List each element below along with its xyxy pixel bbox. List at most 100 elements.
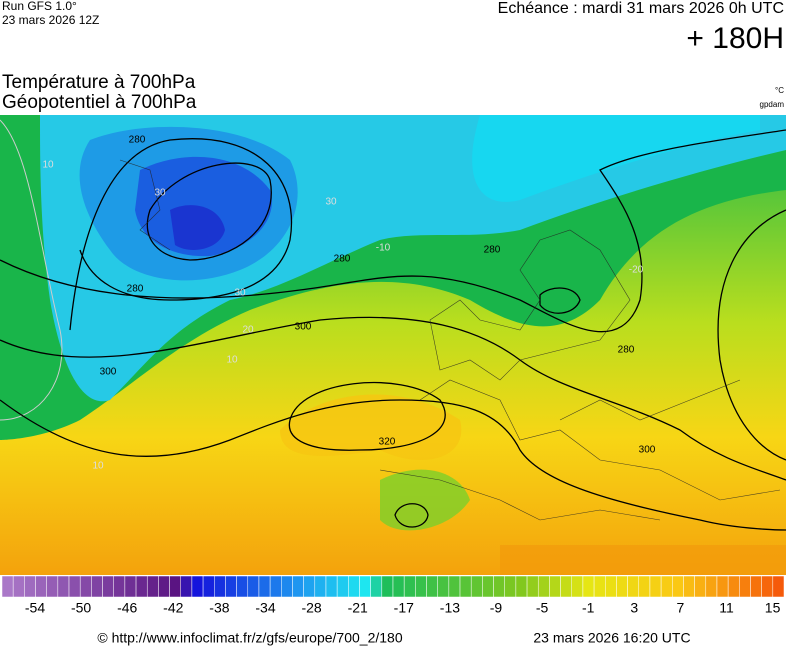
contour-label: 280 bbox=[129, 135, 146, 146]
contour-label: 320 bbox=[379, 437, 396, 448]
colorbar-swatch bbox=[169, 575, 181, 598]
colorbar-swatch bbox=[515, 575, 528, 598]
contour-label: 10 bbox=[92, 461, 104, 472]
colorbar-label: 11 bbox=[719, 600, 734, 616]
colorbar-swatch bbox=[403, 575, 416, 598]
source: © http://www.infoclimat.fr/z/gfs/europe/… bbox=[97, 630, 402, 646]
colorbar-label: 15 bbox=[765, 600, 781, 616]
map: 280 280 280 280 280 300 300 300 320 30 30 30 20 10 10 1… bbox=[0, 115, 786, 575]
contour-label: 10 bbox=[42, 160, 54, 171]
colorbar-swatch bbox=[549, 575, 561, 598]
colorbar-label: -17 bbox=[394, 600, 414, 616]
colorbar-swatch bbox=[158, 575, 170, 598]
run-date: 23 mars 2026 12Z bbox=[2, 13, 99, 27]
colorbar-swatch bbox=[236, 575, 249, 598]
colorbar-swatch bbox=[214, 575, 226, 598]
colorbar-swatch bbox=[772, 575, 785, 598]
colorbar-swatch bbox=[750, 575, 762, 598]
contour-label: -10 bbox=[376, 243, 391, 254]
title-geo: Géopotentiel à 700hPa bbox=[2, 92, 197, 113]
colorbar-swatch bbox=[437, 575, 450, 598]
title-temp: Température à 700hPa bbox=[2, 72, 196, 93]
colorbar-label: -46 bbox=[117, 600, 137, 616]
colorbar-swatch bbox=[113, 575, 126, 598]
colorbar-swatch bbox=[292, 575, 304, 598]
colorbar-swatch bbox=[593, 575, 606, 598]
timestamp: 23 mars 2026 16:20 UTC bbox=[533, 630, 690, 646]
colorbar-swatch bbox=[336, 575, 349, 598]
contour-label: 280 bbox=[334, 254, 351, 265]
contour-label: 280 bbox=[484, 245, 501, 256]
colorbar-swatch bbox=[694, 575, 707, 598]
colorbar-swatch bbox=[12, 575, 25, 598]
colorbar-swatch bbox=[660, 575, 673, 598]
colorbar-swatch bbox=[146, 575, 159, 598]
colorbar-swatch bbox=[124, 575, 137, 598]
colorbar-swatch bbox=[180, 575, 193, 598]
colorbar-swatch bbox=[504, 575, 517, 598]
colorbar-swatch bbox=[303, 575, 316, 598]
colorbar-swatch bbox=[560, 575, 572, 598]
colorbar-label: -54 bbox=[25, 600, 45, 616]
colorbar-swatch bbox=[191, 575, 204, 598]
colorbar-label: -50 bbox=[71, 600, 91, 616]
contour-label: 30 bbox=[325, 197, 337, 208]
contour-label: 300 bbox=[295, 322, 312, 333]
colorbar-swatch bbox=[35, 575, 47, 598]
colorbar-swatch bbox=[325, 575, 338, 598]
colorbar-swatch bbox=[493, 575, 505, 598]
colorbar-swatch bbox=[683, 575, 695, 598]
unit-temp: °C bbox=[775, 86, 784, 95]
colorbar-label: -1 bbox=[582, 600, 595, 616]
contour-label: 300 bbox=[100, 367, 117, 378]
colorbar-swatch bbox=[761, 575, 774, 598]
colorbar-label: -9 bbox=[490, 600, 503, 616]
colorbar-swatch bbox=[638, 575, 651, 598]
colorbar-swatch bbox=[571, 575, 584, 598]
colorbar-swatch bbox=[68, 575, 81, 598]
echeance: Echéance : mardi 31 mars 2026 0h UTC bbox=[498, 0, 784, 17]
colorbar-swatch bbox=[281, 575, 293, 598]
colorbar-swatch bbox=[537, 575, 550, 598]
contour-label: 10 bbox=[226, 355, 238, 366]
contour-label: 30 bbox=[234, 288, 246, 299]
colorbar-swatch bbox=[24, 575, 36, 598]
colorbar-swatch bbox=[359, 575, 371, 598]
colorbar-swatch bbox=[459, 575, 472, 598]
colorbar-label: -34 bbox=[255, 600, 275, 616]
colorbar-swatch bbox=[448, 575, 461, 598]
contour-label: 300 bbox=[639, 445, 656, 456]
colorbar-label: -5 bbox=[536, 600, 549, 616]
colorbar-swatch bbox=[482, 575, 494, 598]
colorbar-swatch bbox=[370, 575, 383, 598]
contour-label: -20 bbox=[629, 265, 644, 276]
colorbar-swatch bbox=[258, 575, 271, 598]
lead-time: + 180H bbox=[686, 22, 784, 55]
contour-label: 20 bbox=[242, 325, 254, 336]
contour-label: 280 bbox=[618, 345, 635, 356]
colorbar-swatch bbox=[605, 575, 617, 598]
colorbar-label: -13 bbox=[440, 600, 460, 616]
colorbar-swatch bbox=[415, 575, 427, 598]
colorbar-swatch bbox=[102, 575, 114, 598]
colorbar: -54 -50 -46 -42 -38 -34 -28 -21 -17 -13 -9 -5 -1 3 7 11… bbox=[1, 575, 785, 616]
colorbar-swatch bbox=[1, 575, 14, 598]
contour-label: 30 bbox=[154, 188, 166, 199]
unit-geo: gpdam bbox=[760, 100, 785, 109]
colorbar-swatch bbox=[582, 575, 595, 598]
colorbar-swatch bbox=[269, 575, 282, 598]
colorbar-label: -28 bbox=[301, 600, 321, 616]
colorbar-swatch bbox=[470, 575, 483, 598]
colorbar-swatch bbox=[202, 575, 215, 598]
colorbar-swatch bbox=[314, 575, 327, 598]
colorbar-label: 3 bbox=[630, 600, 638, 616]
colorbar-swatch bbox=[348, 575, 360, 598]
colorbar-label: -42 bbox=[163, 600, 183, 616]
colorbar-swatch bbox=[739, 575, 751, 598]
colorbar-swatch bbox=[716, 575, 729, 598]
colorbar-swatch bbox=[705, 575, 718, 598]
colorbar-swatch bbox=[616, 575, 628, 598]
colorbar-swatch bbox=[91, 575, 103, 598]
colorbar-swatch bbox=[526, 575, 539, 598]
